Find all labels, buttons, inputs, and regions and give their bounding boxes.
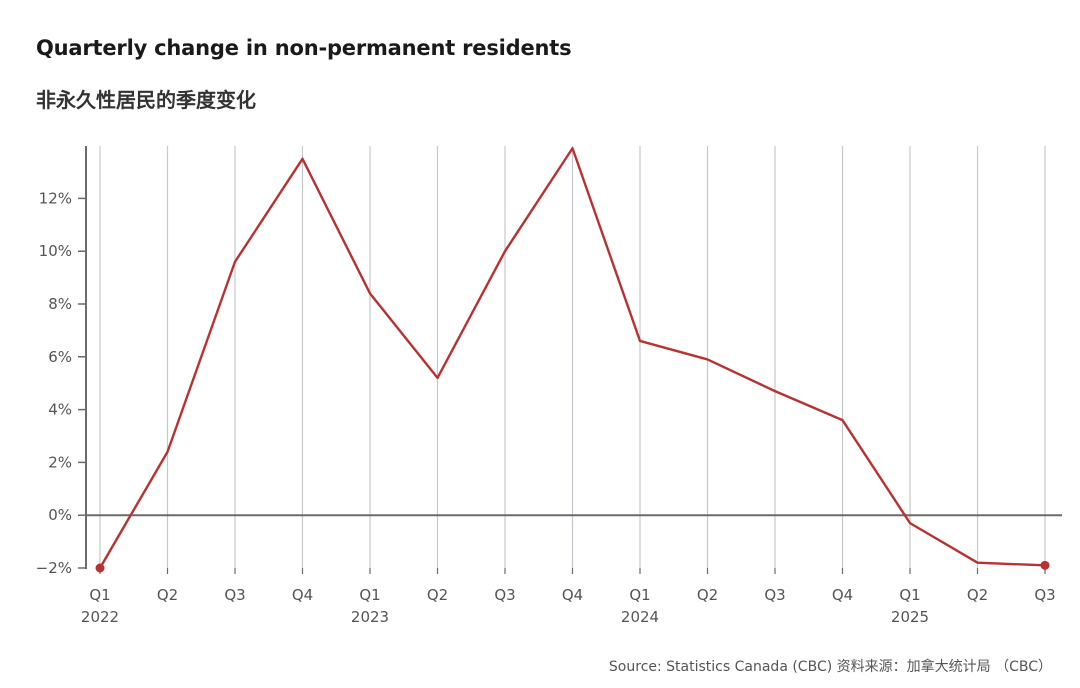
x-tick-label: Q3	[1034, 586, 1055, 604]
x-tick-label: Q1	[629, 586, 650, 604]
series-line	[98, 147, 1046, 569]
x-tick-label: Q1	[89, 586, 110, 604]
x-tick-label: Q2	[697, 586, 718, 604]
x-tick-label: Q4	[292, 586, 313, 604]
y-tick-label: 12%	[39, 189, 72, 207]
x-tick-label: Q2	[157, 586, 178, 604]
y-tick-label: 2%	[48, 453, 72, 471]
x-tick-label: Q2	[967, 586, 988, 604]
y-tick-label: 0%	[48, 506, 72, 524]
x-tick-label: Q1	[899, 586, 920, 604]
x-tick-label: Q3	[494, 586, 515, 604]
x-tick-label: Q4	[832, 586, 853, 604]
x-tick-labels: Q1 Q2 Q3 Q4 Q1 Q2 Q3 Q4 Q1 Q2 Q3 Q4 Q1 Q2 Q3 2022 2023 20…	[81, 586, 1056, 626]
x-tick-label: Q3	[224, 586, 245, 604]
y-tick-label: −2%	[36, 559, 72, 577]
series-markers	[95, 560, 1050, 573]
gridlines	[99, 146, 1046, 574]
chart-subtitle: 非永久性居民的季度变化	[36, 88, 256, 112]
y-tick-labels: −2% 0% 2% 4% 6% 8% 10% 12%	[36, 189, 72, 577]
y-tick-label: 6%	[48, 348, 72, 366]
x-year-label: 2025	[891, 608, 929, 626]
x-year-label: 2023	[351, 608, 389, 626]
y-tick-label: 10%	[39, 242, 72, 260]
chart-title: Quarterly change in non-permanent reside…	[36, 36, 572, 60]
data-point-0	[95, 563, 105, 573]
x-tick-label: Q3	[764, 586, 785, 604]
y-tick-label: 4%	[48, 401, 72, 419]
axes	[78, 146, 1062, 569]
source-note: Source: Statistics Canada (CBC) 资料来源：加拿大…	[608, 659, 1052, 675]
x-year-label: 2024	[621, 608, 659, 626]
x-tick-label: Q2	[427, 586, 448, 604]
x-year-label: 2022	[81, 608, 119, 626]
series-line-0	[98, 147, 1046, 569]
x-tick-label: Q4	[562, 586, 583, 604]
y-tick-label: 8%	[48, 295, 72, 313]
x-tick-label: Q1	[359, 586, 380, 604]
data-point-14	[1040, 560, 1050, 570]
